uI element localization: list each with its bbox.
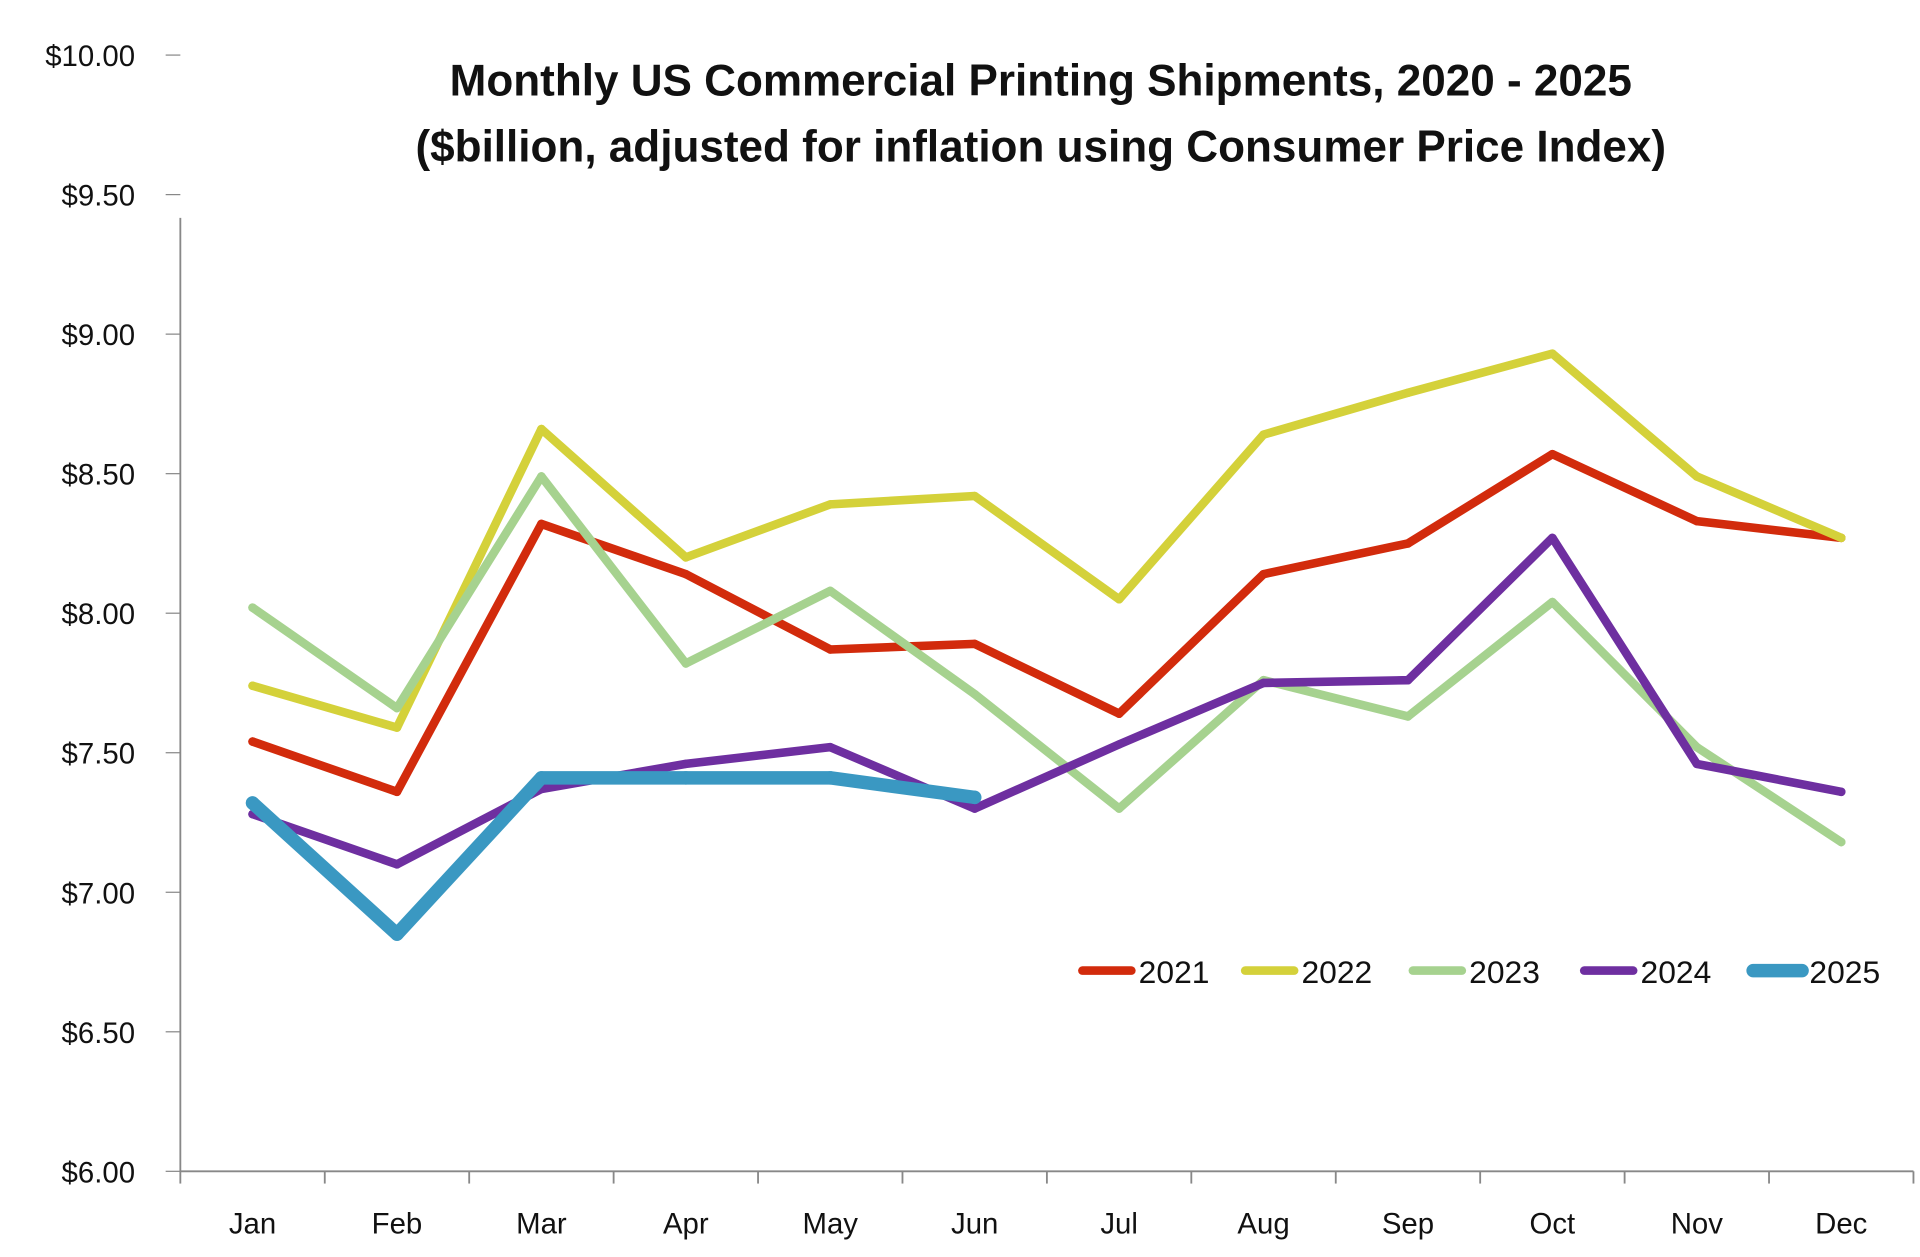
y-tick-label: $10.00 xyxy=(45,40,135,73)
data-point-2022-Mar xyxy=(537,424,546,434)
data-point-2022-Dec xyxy=(1836,533,1846,543)
data-point-2023-Feb xyxy=(392,703,402,713)
axes: $6.00 $6.50 $7.00 $7.50 $8.00 $8.50 $9.00 $9.50… xyxy=(45,40,1915,1241)
series-lines xyxy=(245,349,1846,941)
x-tick-label: Jul xyxy=(1100,1208,1138,1241)
chart-title-line-2: ($billion, adjusted for inflation using … xyxy=(415,123,1666,172)
data-point-2024-Apr xyxy=(681,759,691,769)
data-point-2021-Feb xyxy=(392,787,402,797)
x-tick-label: Aug xyxy=(1237,1208,1289,1241)
data-point-2023-Oct xyxy=(1548,597,1557,607)
data-point-2025-Apr xyxy=(679,771,693,785)
data-point-2024-Jun xyxy=(970,804,979,813)
data-point-2024-Feb xyxy=(392,860,402,869)
data-point-2022-Jan xyxy=(248,681,257,691)
data-point-2025-Feb xyxy=(390,927,404,941)
data-point-2023-Jun xyxy=(970,689,979,699)
x-tick-label: Jun xyxy=(951,1208,998,1241)
x-tick-label: May xyxy=(803,1208,859,1241)
legend-label-2021: 2021 xyxy=(1139,954,1210,990)
x-tick-label: Sep xyxy=(1382,1208,1434,1241)
data-point-2024-Dec xyxy=(1836,787,1846,797)
legend-label-2025: 2025 xyxy=(1809,954,1880,990)
data-point-2023-Mar xyxy=(537,472,546,481)
data-point-2024-Aug xyxy=(1259,678,1268,688)
data-point-2024-Jul xyxy=(1114,740,1124,749)
data-point-2021-Oct xyxy=(1548,449,1557,459)
series-line-2022 xyxy=(248,349,1846,732)
legend: 2021 2022 2023 2024 2025 xyxy=(1078,954,1880,990)
data-point-2022-May xyxy=(825,500,835,509)
chart-title-line-1: Monthly US Commercial Printing Shipments… xyxy=(450,56,1632,105)
series-line-2021 xyxy=(248,449,1846,797)
data-point-2022-Oct xyxy=(1548,349,1557,358)
y-tick-label: $9.00 xyxy=(62,319,135,352)
legend-label-2023: 2023 xyxy=(1469,954,1540,990)
data-point-2023-Apr xyxy=(681,659,691,668)
data-point-2021-May xyxy=(825,645,835,654)
data-point-2022-Feb xyxy=(392,723,402,732)
legend-label-2022: 2022 xyxy=(1301,954,1372,990)
data-point-2022-Jul xyxy=(1114,594,1124,604)
series-line-2023 xyxy=(248,472,1846,847)
y-tick-label: $7.00 xyxy=(62,877,135,910)
data-point-2021-Nov xyxy=(1692,516,1702,526)
data-point-2022-Nov xyxy=(1692,472,1702,481)
legend-label-2024: 2024 xyxy=(1641,954,1712,990)
data-point-2021-Aug xyxy=(1259,569,1268,579)
data-point-2021-Jun xyxy=(970,639,979,649)
data-point-2025-Jan xyxy=(245,796,260,810)
data-point-2022-Apr xyxy=(681,553,691,562)
x-tick-label: Apr xyxy=(663,1208,709,1241)
y-tick-label: $6.00 xyxy=(62,1156,135,1189)
x-tick-label: Dec xyxy=(1815,1208,1867,1241)
data-point-2022-Aug xyxy=(1259,430,1268,439)
data-point-2024-Sep xyxy=(1403,675,1413,685)
data-point-2023-Nov xyxy=(1692,742,1702,752)
y-tick-label: $7.50 xyxy=(62,738,135,771)
y-tick-label: $6.50 xyxy=(62,1017,135,1050)
data-point-2022-Sep xyxy=(1403,388,1413,398)
data-point-2023-Jan xyxy=(248,603,257,612)
data-point-2021-Mar xyxy=(537,519,546,529)
data-point-2024-Nov xyxy=(1692,759,1702,769)
data-point-2021-Jan xyxy=(248,737,257,746)
x-tick-label: Oct xyxy=(1530,1208,1576,1241)
data-point-2025-May xyxy=(823,771,837,785)
data-point-2025-Jun xyxy=(967,790,982,805)
y-tick-label: $8.00 xyxy=(62,598,135,631)
x-tick-label: Feb xyxy=(372,1208,423,1241)
x-tick-label: Mar xyxy=(516,1208,567,1241)
data-point-2021-Jul xyxy=(1114,709,1124,718)
data-point-2023-Jul xyxy=(1114,804,1124,813)
data-point-2021-Sep xyxy=(1403,539,1413,548)
series-line-2024 xyxy=(248,533,1846,869)
data-point-2025-Mar xyxy=(534,771,549,785)
data-point-2022-Jun xyxy=(970,491,979,501)
data-point-2023-Dec xyxy=(1836,837,1846,847)
data-point-2021-Apr xyxy=(681,569,691,579)
data-point-2024-May xyxy=(825,742,835,752)
y-tick-label: $8.50 xyxy=(62,459,135,492)
data-point-2024-Oct xyxy=(1548,533,1557,543)
x-tick-label: Nov xyxy=(1671,1208,1724,1241)
data-point-2023-Sep xyxy=(1403,712,1413,721)
y-tick-label: $9.50 xyxy=(62,180,135,213)
x-tick-label: Jan xyxy=(229,1208,276,1241)
series-line-2025 xyxy=(245,771,982,941)
data-point-2023-May xyxy=(825,586,835,596)
